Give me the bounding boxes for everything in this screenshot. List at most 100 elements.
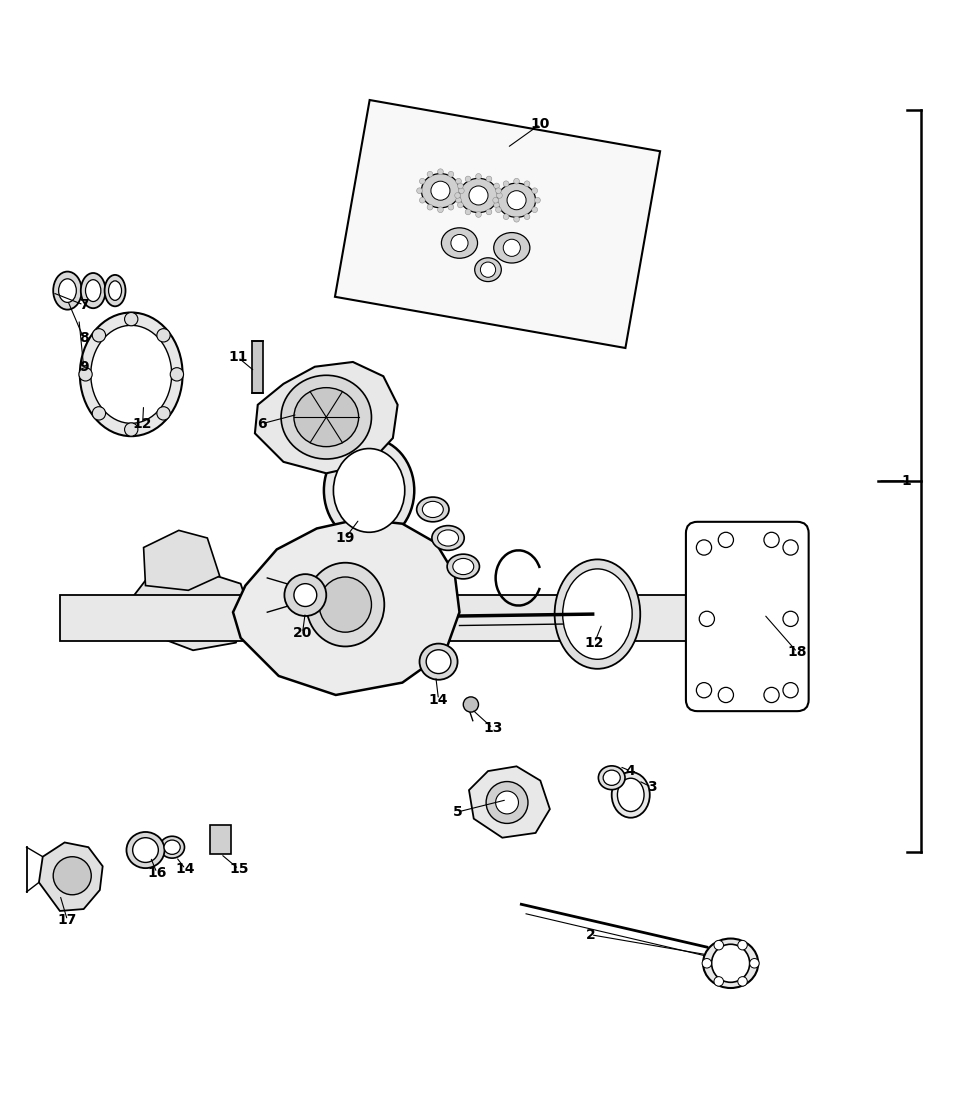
Circle shape bbox=[431, 181, 450, 200]
Circle shape bbox=[448, 205, 454, 210]
Text: 5: 5 bbox=[453, 805, 462, 819]
Ellipse shape bbox=[494, 232, 530, 263]
Ellipse shape bbox=[126, 832, 165, 868]
Circle shape bbox=[532, 188, 538, 194]
Text: 10: 10 bbox=[530, 117, 550, 131]
Text: 17: 17 bbox=[57, 913, 78, 927]
Circle shape bbox=[497, 193, 502, 198]
Circle shape bbox=[419, 197, 425, 203]
Ellipse shape bbox=[447, 554, 479, 579]
Polygon shape bbox=[233, 519, 459, 695]
Text: 7: 7 bbox=[78, 298, 88, 312]
Circle shape bbox=[427, 205, 433, 210]
Circle shape bbox=[457, 203, 463, 208]
Circle shape bbox=[496, 207, 501, 212]
Text: 6: 6 bbox=[256, 417, 266, 430]
Polygon shape bbox=[128, 568, 250, 650]
Ellipse shape bbox=[160, 837, 185, 858]
Text: 9: 9 bbox=[78, 360, 88, 373]
Bar bbox=[60, 595, 250, 641]
Circle shape bbox=[503, 214, 509, 220]
Circle shape bbox=[783, 682, 798, 698]
Circle shape bbox=[714, 941, 723, 949]
Text: 16: 16 bbox=[147, 866, 167, 880]
Circle shape bbox=[451, 234, 468, 252]
Ellipse shape bbox=[108, 281, 122, 300]
Ellipse shape bbox=[85, 279, 100, 301]
Ellipse shape bbox=[54, 272, 81, 310]
Ellipse shape bbox=[598, 765, 625, 789]
Text: 18: 18 bbox=[788, 645, 807, 659]
Circle shape bbox=[457, 183, 463, 188]
Text: 11: 11 bbox=[228, 350, 248, 365]
Ellipse shape bbox=[612, 772, 650, 818]
Circle shape bbox=[92, 406, 105, 420]
Circle shape bbox=[124, 312, 138, 326]
Ellipse shape bbox=[422, 502, 443, 518]
Circle shape bbox=[465, 176, 471, 182]
Circle shape bbox=[416, 188, 422, 194]
Ellipse shape bbox=[703, 938, 758, 988]
Ellipse shape bbox=[79, 312, 183, 436]
Ellipse shape bbox=[306, 563, 385, 646]
Circle shape bbox=[524, 214, 530, 220]
Circle shape bbox=[503, 239, 521, 256]
Text: 4: 4 bbox=[626, 764, 635, 779]
Text: 3: 3 bbox=[647, 781, 657, 794]
Ellipse shape bbox=[281, 376, 371, 459]
Circle shape bbox=[514, 178, 520, 184]
Ellipse shape bbox=[104, 275, 125, 307]
Circle shape bbox=[157, 406, 170, 420]
Ellipse shape bbox=[323, 438, 414, 543]
Circle shape bbox=[514, 217, 520, 222]
Ellipse shape bbox=[294, 388, 359, 447]
Circle shape bbox=[486, 782, 528, 823]
Circle shape bbox=[494, 203, 500, 208]
Circle shape bbox=[783, 540, 798, 555]
Text: 14: 14 bbox=[429, 693, 448, 706]
Circle shape bbox=[284, 574, 326, 616]
Circle shape bbox=[157, 328, 170, 342]
Text: 1: 1 bbox=[901, 474, 911, 488]
Circle shape bbox=[54, 856, 91, 895]
Circle shape bbox=[503, 181, 509, 186]
Bar bbox=[450, 595, 735, 641]
Circle shape bbox=[437, 207, 443, 212]
Text: 19: 19 bbox=[336, 531, 355, 545]
Circle shape bbox=[469, 186, 488, 205]
Circle shape bbox=[496, 791, 519, 814]
Circle shape bbox=[697, 682, 712, 698]
Circle shape bbox=[714, 977, 723, 987]
Ellipse shape bbox=[555, 560, 640, 669]
Ellipse shape bbox=[475, 257, 501, 281]
Text: 20: 20 bbox=[293, 626, 312, 641]
Polygon shape bbox=[469, 766, 550, 838]
Circle shape bbox=[92, 328, 105, 342]
Circle shape bbox=[493, 197, 499, 203]
Polygon shape bbox=[255, 362, 397, 473]
Circle shape bbox=[78, 368, 92, 381]
Circle shape bbox=[486, 209, 492, 215]
FancyBboxPatch shape bbox=[335, 100, 660, 348]
Ellipse shape bbox=[58, 279, 77, 302]
Text: 15: 15 bbox=[229, 862, 249, 876]
Circle shape bbox=[494, 183, 500, 188]
Ellipse shape bbox=[91, 325, 171, 424]
Circle shape bbox=[170, 368, 184, 381]
Ellipse shape bbox=[563, 569, 633, 659]
Circle shape bbox=[535, 197, 541, 203]
Circle shape bbox=[419, 178, 425, 184]
Ellipse shape bbox=[319, 577, 371, 632]
Circle shape bbox=[764, 532, 779, 548]
Circle shape bbox=[465, 209, 471, 215]
Ellipse shape bbox=[432, 526, 464, 551]
Circle shape bbox=[294, 584, 317, 607]
Circle shape bbox=[702, 958, 712, 968]
Circle shape bbox=[480, 262, 496, 277]
Circle shape bbox=[427, 172, 433, 177]
Circle shape bbox=[738, 941, 747, 949]
Text: 12: 12 bbox=[585, 635, 604, 649]
Ellipse shape bbox=[617, 779, 644, 811]
Circle shape bbox=[507, 191, 526, 210]
Text: 12: 12 bbox=[133, 417, 152, 430]
